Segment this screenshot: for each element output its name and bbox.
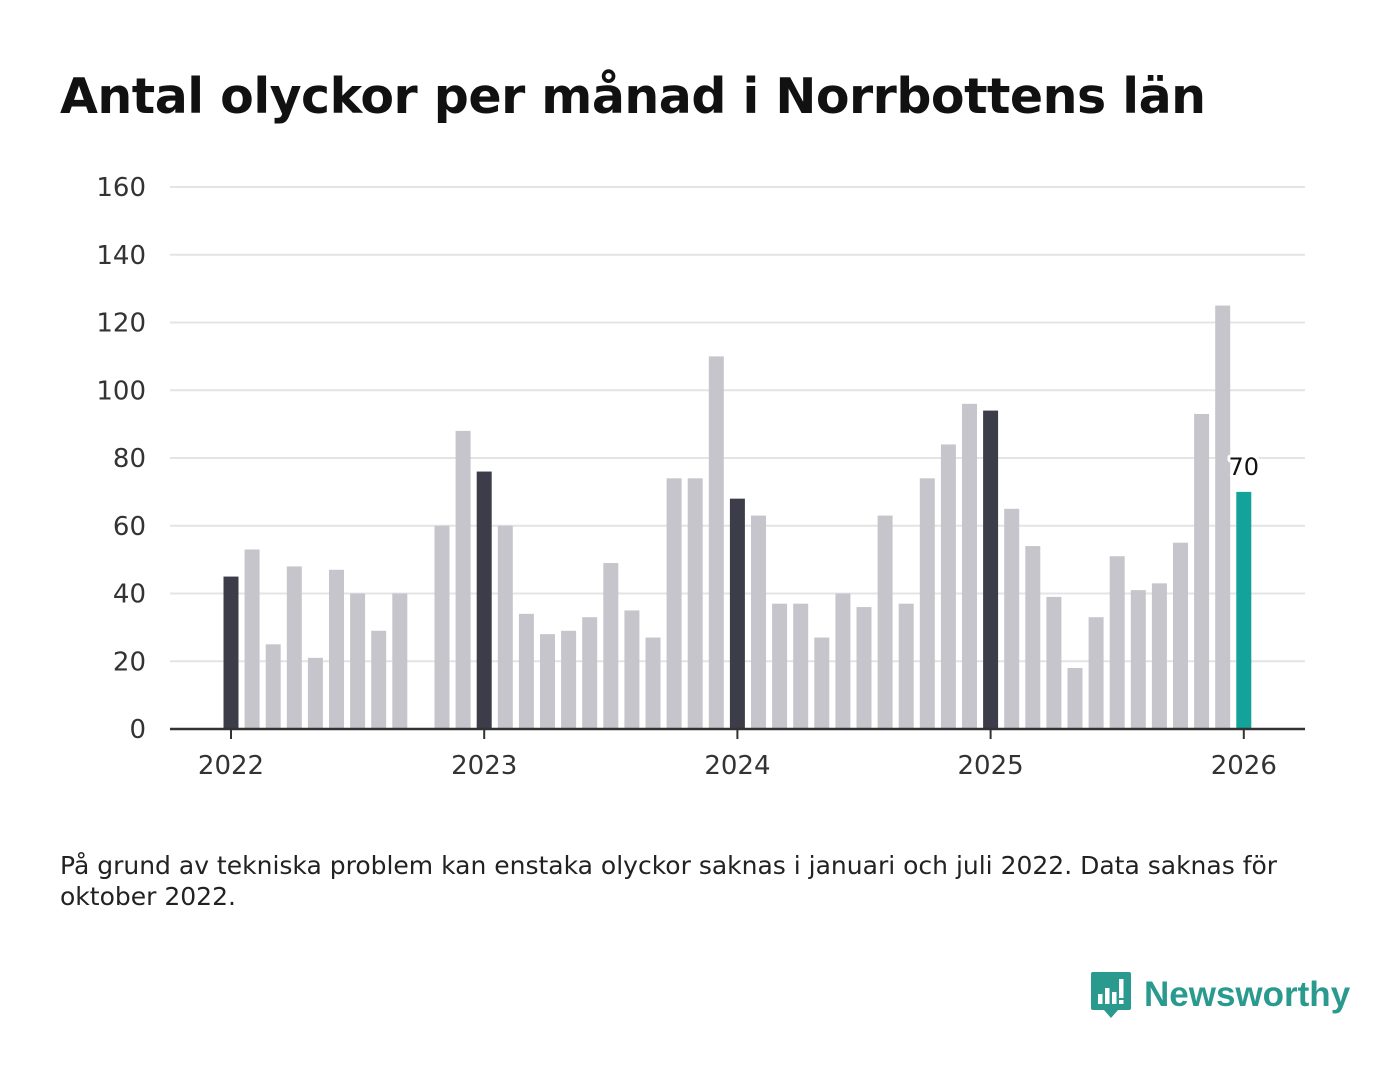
y-tick-label: 40	[113, 580, 146, 610]
x-tick-label: 2026	[1211, 751, 1277, 781]
bar	[518, 613, 534, 729]
y-tick-label: 60	[113, 512, 146, 542]
bar	[708, 356, 724, 729]
bar	[645, 637, 661, 729]
x-axis-labels: 2022 2023 2024 2025 2026	[198, 751, 1277, 781]
bars	[223, 305, 1252, 729]
x-tick-label: 2023	[451, 751, 517, 781]
bar	[793, 603, 809, 729]
bar	[1088, 617, 1104, 729]
bar	[582, 617, 598, 729]
bar	[540, 634, 555, 729]
bar	[265, 644, 281, 729]
chart-title: Antal olyckor per månad i Norrbottens lä…	[60, 68, 1206, 125]
bar	[476, 471, 492, 729]
brand-name: Newsworthy	[1144, 975, 1351, 1014]
annotations: 70	[1226, 450, 1263, 484]
x-axis	[170, 727, 1305, 739]
bar	[729, 498, 745, 729]
bar	[962, 403, 977, 729]
bar	[1109, 556, 1125, 729]
bar	[1194, 413, 1210, 729]
bar	[307, 657, 323, 729]
bar	[666, 478, 682, 729]
y-tick-label: 20	[113, 647, 146, 677]
bar	[561, 630, 577, 729]
y-axis-labels: 0 20 40 60 80 100 120 140 160	[96, 173, 146, 745]
bar	[1236, 491, 1252, 729]
bar	[624, 610, 640, 729]
bar	[1004, 508, 1020, 729]
x-tick-label: 2024	[704, 751, 770, 781]
bar	[286, 566, 302, 729]
y-tick-label: 100	[96, 376, 146, 406]
y-tick-label: 160	[96, 173, 146, 203]
value-label: 70	[1229, 453, 1260, 481]
brand-logo: Newsworthy	[1090, 970, 1350, 1020]
bar	[371, 630, 387, 729]
bar	[940, 444, 956, 729]
bar	[814, 637, 830, 729]
y-tick-label: 120	[96, 309, 146, 339]
y-tick-label: 140	[96, 241, 146, 271]
bar	[877, 515, 893, 729]
bar	[223, 576, 239, 729]
bar	[835, 593, 851, 729]
bar	[392, 593, 408, 729]
bar	[772, 603, 788, 729]
bar	[687, 478, 703, 729]
y-tick-label: 80	[113, 444, 146, 474]
bar	[603, 563, 619, 729]
bar	[919, 478, 935, 729]
bar	[434, 525, 450, 729]
bar	[497, 525, 513, 729]
bar	[1046, 596, 1062, 729]
bar	[1130, 590, 1146, 729]
x-tick-label: 2025	[958, 751, 1024, 781]
bar	[455, 430, 471, 729]
bar	[1215, 305, 1231, 729]
x-tick-label: 2022	[198, 751, 264, 781]
bar	[1067, 668, 1083, 729]
bar	[898, 603, 914, 729]
bar	[1173, 542, 1188, 729]
y-tick-label: 0	[129, 715, 146, 745]
footnote: På grund av tekniska problem kan enstaka…	[60, 851, 1278, 911]
bar	[350, 593, 366, 729]
bar	[1151, 583, 1167, 729]
bar	[751, 515, 766, 729]
bar	[329, 569, 344, 729]
bar	[1025, 546, 1041, 729]
bar	[983, 410, 999, 729]
bar	[244, 549, 260, 729]
bar	[856, 607, 872, 729]
newsworthy-logo-icon	[1091, 972, 1131, 1018]
